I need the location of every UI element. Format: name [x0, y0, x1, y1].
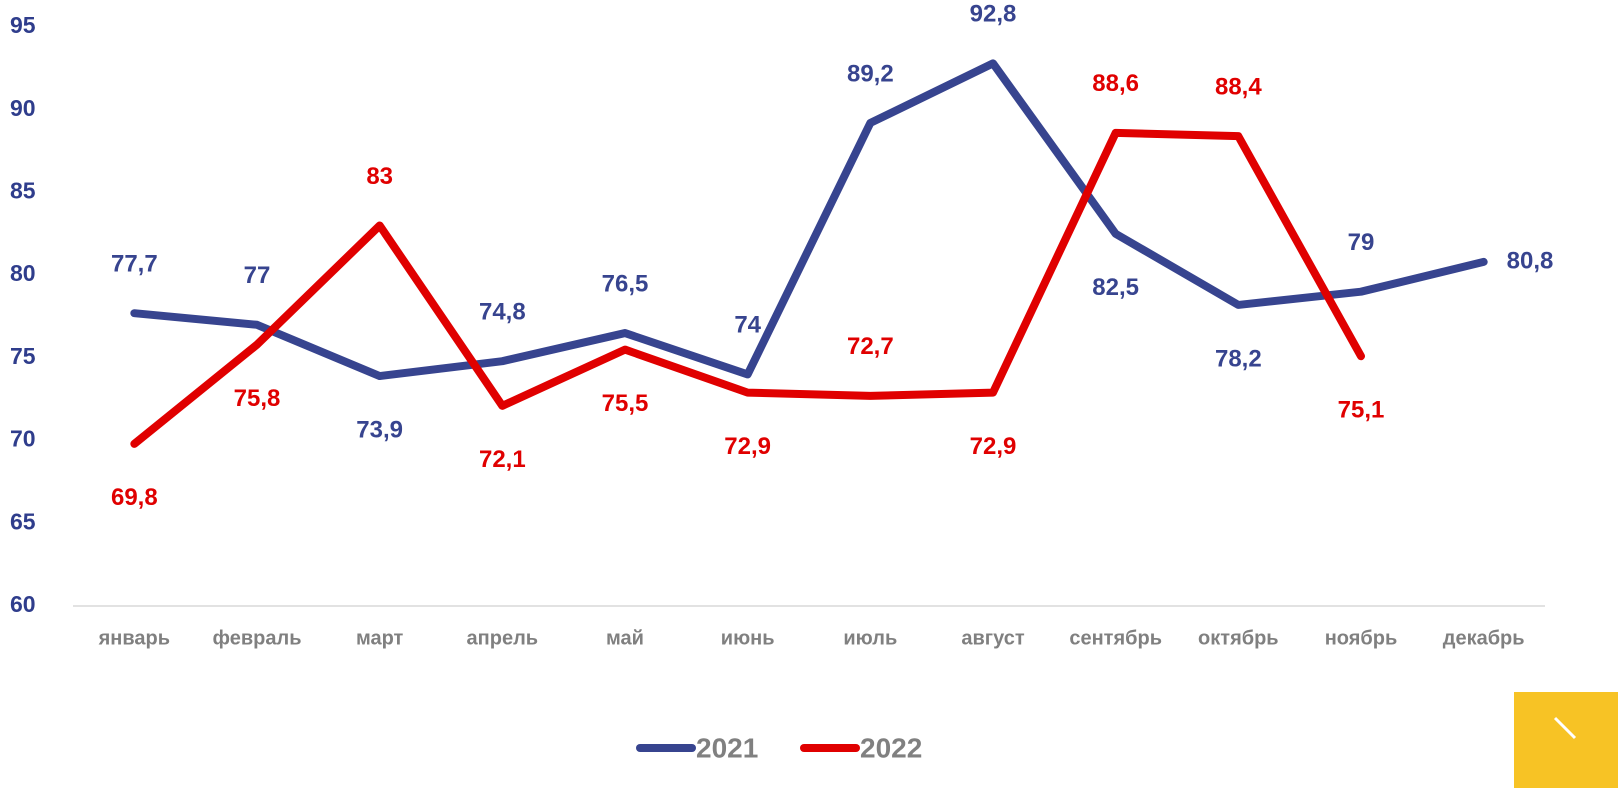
x-tick-label: июль [843, 627, 897, 649]
x-tick-label: январь [98, 627, 170, 649]
data-label: 73,9 [356, 416, 403, 443]
data-label: 88,6 [1092, 70, 1139, 97]
series-line [130, 59, 1488, 381]
data-label: 89,2 [847, 60, 894, 87]
data-label: 69,8 [111, 484, 158, 511]
data-label: 72,9 [724, 433, 771, 460]
data-label: 92,8 [970, 1, 1017, 28]
data-label: 75,8 [234, 385, 281, 412]
data-label: 83 [366, 163, 393, 190]
corner-widget [1514, 692, 1618, 788]
x-tick-label: ноябрь [1325, 627, 1398, 649]
data-label: 75,1 [1338, 397, 1385, 424]
x-tick-label: март [356, 627, 404, 649]
x-tick-label: май [606, 627, 644, 649]
data-label: 78,2 [1215, 345, 1262, 372]
legend-label: 2021 [696, 732, 758, 763]
data-label: 72,9 [970, 433, 1017, 460]
x-tick-label: февраль [213, 627, 302, 649]
series-line [130, 128, 1365, 448]
data-label: 77,7 [111, 251, 158, 278]
x-tick-label: октябрь [1198, 627, 1279, 649]
y-tick-label: 75 [10, 343, 36, 369]
data-label: 79 [1348, 229, 1375, 256]
data-label: 72,1 [479, 446, 526, 473]
y-tick-label: 85 [10, 178, 36, 204]
data-label: 74,8 [479, 299, 526, 326]
y-tick-label: 95 [10, 12, 36, 38]
legend-label: 2022 [860, 732, 922, 763]
data-label: 74 [734, 312, 761, 339]
y-tick-label: 65 [10, 508, 36, 534]
data-label: 88,4 [1215, 74, 1262, 101]
data-label: 80,8 [1507, 247, 1554, 274]
x-tick-label: апрель [467, 627, 539, 649]
y-tick-label: 90 [10, 95, 36, 121]
data-label: 82,5 [1092, 274, 1139, 301]
data-label: 77 [244, 262, 271, 289]
data-label: 75,5 [602, 390, 649, 417]
y-tick-label: 70 [10, 426, 36, 452]
x-tick-label: июнь [721, 627, 775, 649]
y-tick-label: 60 [10, 591, 36, 617]
x-tick-label: декабрь [1443, 627, 1525, 649]
x-tick-label: сентябрь [1069, 627, 1162, 649]
data-label: 76,5 [602, 270, 649, 297]
x-tick-label: август [961, 627, 1024, 649]
y-tick-label: 80 [10, 260, 36, 286]
data-label: 72,7 [847, 333, 894, 360]
